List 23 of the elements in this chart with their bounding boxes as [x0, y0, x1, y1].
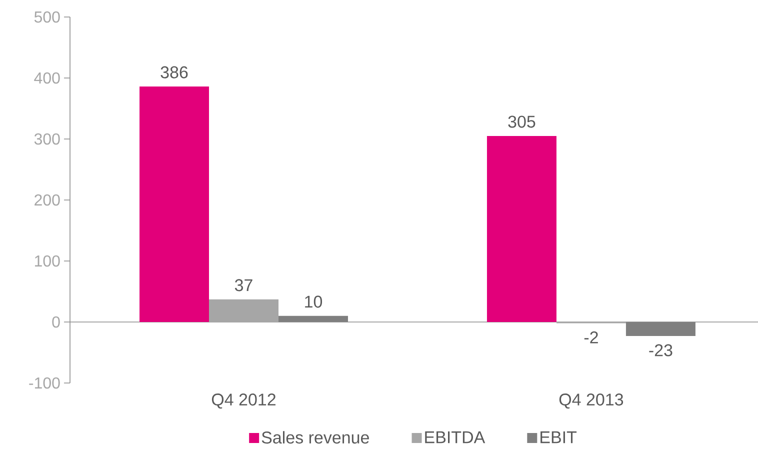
x-tick-label: Q4 2013: [559, 394, 624, 409]
data-label: -2: [584, 331, 598, 344]
y-tick-label: 500: [34, 11, 60, 23]
y-tick-label: 200: [34, 194, 60, 206]
y-tick-label: 300: [34, 133, 60, 145]
legend-label: Sales revenue: [262, 431, 369, 444]
data-label: 37: [234, 279, 252, 292]
bar: [626, 322, 696, 336]
bar: [140, 86, 209, 322]
bar: [208, 299, 278, 322]
data-label: -23: [649, 344, 672, 356]
y-tick-label: 0: [52, 316, 60, 328]
data-label: 305: [508, 116, 536, 128]
legend-label: EBITDA: [425, 431, 486, 444]
x-tick-label: Q4 2012: [212, 394, 276, 409]
y-tick-label: 400: [34, 72, 60, 84]
bar: [278, 316, 348, 322]
bar: [486, 136, 556, 322]
data-label: 386: [160, 66, 188, 78]
data-label: 10: [305, 296, 322, 308]
y-tick-label: 100: [35, 255, 60, 267]
legend-label: EBIT: [540, 431, 577, 444]
y-tick-label: -100: [29, 377, 60, 389]
